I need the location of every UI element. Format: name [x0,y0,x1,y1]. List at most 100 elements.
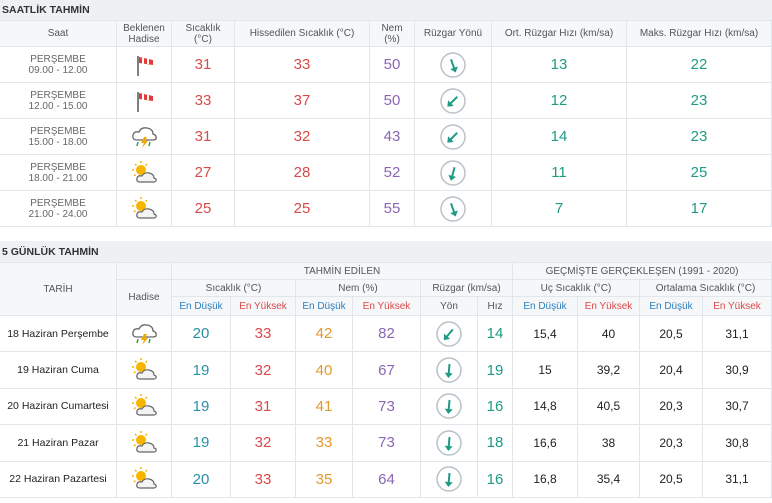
wind-direction-icon [436,393,462,420]
wind-direction-icon [440,195,466,222]
humidity: 55 [370,191,415,227]
sub-header: En Yüksek [231,297,296,316]
sub-header: En Yüksek [703,297,772,316]
hum-high: 73 [353,425,421,462]
column-header: Rüzgar Yönü [415,21,492,47]
column-header: Nem (%) [296,280,421,297]
wind-icon [137,55,153,76]
hum-low: 41 [296,388,353,426]
temp-high: 32 [231,352,296,389]
feels-like: 33 [235,47,370,83]
time-cell: PERŞEMBE 15.00 - 18.00 [0,119,117,155]
partly-cloudy-icon [132,160,157,183]
temp-low: 20 [172,316,231,353]
avg-high: 30,7 [703,388,772,426]
feels-like: 28 [235,155,370,191]
wind-direction-icon [436,430,462,456]
temperature: 27 [172,155,235,191]
date: 18 Haziran Perşembe [0,316,117,353]
wind-direction-icon [436,357,462,383]
time-range: 18.00 - 21.00 [28,172,88,184]
column-header: TARİH [0,263,117,316]
temp-high: 33 [231,316,296,353]
hum-high: 64 [353,461,421,498]
humidity: 50 [370,47,415,83]
hum-low: 33 [296,425,353,462]
temp-low: 19 [172,425,231,462]
column-header: Hissedilen Sıcaklık (°C) [235,21,370,47]
ext-high: 40,5 [578,388,640,426]
column-header: Sıcaklık (°C) [172,21,235,47]
speed: 18 [478,425,513,462]
wind-direction [421,425,478,462]
partly-cloudy-icon [132,467,157,489]
sub-header: Yön [421,297,478,316]
time-cell: PERŞEMBE 12.00 - 15.00 [0,83,117,119]
time-range: 12.00 - 15.00 [28,100,88,112]
avg-high: 31,1 [703,461,772,498]
hum-high: 82 [353,316,421,353]
day: PERŞEMBE [30,197,86,209]
avg-wind-speed: 14 [492,119,627,155]
max-wind-speed: 23 [627,83,772,119]
date: 21 Haziran Pazar [0,425,117,462]
ext-high: 40 [578,316,640,353]
date: 22 Haziran Pazartesi [0,461,117,498]
sub-header: En Yüksek [578,297,640,316]
feels-like: 37 [235,83,370,119]
date: 19 Haziran Cuma [0,352,117,389]
avg-wind-speed: 11 [492,155,627,191]
sub-header: En Düşük [640,297,703,316]
date: 20 Haziran Cumartesi [0,388,117,426]
wind-direction [421,352,478,389]
avg-high: 31,1 [703,316,772,353]
column-header: Beklenen Hadise [117,21,172,47]
event-cell [117,83,172,119]
sub-header: Hız [478,297,513,316]
event-cell [117,316,172,353]
event-cell [117,425,172,462]
day: PERŞEMBE [30,53,86,65]
humidity: 43 [370,119,415,155]
wind-direction-icon [440,159,466,186]
wind-direction [415,155,492,191]
event-cell [117,388,172,426]
temperature: 31 [172,119,235,155]
wind-icon [137,91,153,112]
hum-high: 67 [353,352,421,389]
wind-direction [415,119,492,155]
partly-cloudy-icon [132,196,157,219]
partly-cloudy-icon [132,358,157,380]
temp-low: 19 [172,388,231,426]
wind-direction [415,83,492,119]
temp-low: 19 [172,352,231,389]
wind-direction-icon [440,123,466,150]
time-range: 15.00 - 18.00 [28,136,88,148]
wind-direction [415,191,492,227]
ext-low: 14,8 [513,388,578,426]
group-header: TAHMİN EDİLEN [172,263,513,280]
column-header: Uç Sıcaklık (°C) [513,280,640,297]
section-title: SAATLİK TAHMİN [0,0,772,21]
wind-direction [421,388,478,426]
storm-icon [132,126,157,148]
group-header: GEÇMİŞTE GERÇEKLEŞEN (1991 - 2020) [513,263,772,280]
event-cell [117,47,172,83]
avg-low: 20,5 [640,316,703,353]
wind-direction-icon [440,87,466,114]
day: PERŞEMBE [30,161,86,173]
temperature: 25 [172,191,235,227]
event-cell [117,191,172,227]
max-wind-speed: 23 [627,119,772,155]
avg-low: 20,3 [640,388,703,426]
ext-low: 16,6 [513,425,578,462]
humidity: 50 [370,83,415,119]
partly-cloudy-icon [132,430,157,453]
hum-low: 42 [296,316,353,353]
column-header: Ortalama Sıcaklık (°C) [640,280,772,297]
event-cell [117,352,172,389]
hum-low: 35 [296,461,353,498]
column-header: Saat [0,21,117,47]
max-wind-speed: 17 [627,191,772,227]
column-header: Hadise [117,280,172,316]
